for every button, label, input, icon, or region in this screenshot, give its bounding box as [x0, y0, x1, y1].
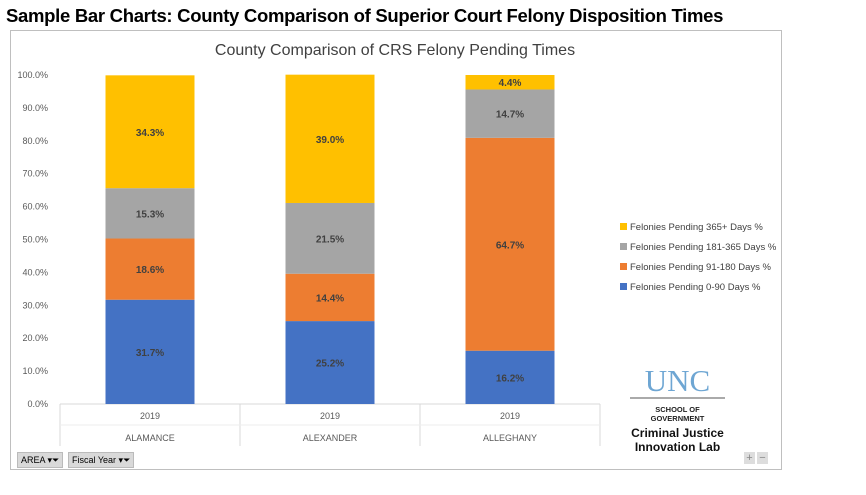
- zoom-out-button[interactable]: −: [757, 452, 768, 464]
- zoom-in-button[interactable]: +: [744, 452, 755, 464]
- data-label: 14.4%: [316, 293, 344, 304]
- y-tick-label: 50.0%: [22, 235, 48, 245]
- x-subcategory-label: 2019: [500, 411, 520, 421]
- y-tick-label: 30.0%: [22, 300, 48, 310]
- chart-plot: 0.0% 10.0% 20.0% 30.0% 40.0% 50.0% 60.0% 70.0% 8…: [17, 70, 601, 446]
- bar-segment: [465, 89, 555, 138]
- data-label: 39.0%: [316, 135, 344, 146]
- y-tick-label: 0.0%: [27, 399, 48, 409]
- legend-item: Felonies Pending 365+ Days %: [620, 222, 763, 233]
- page-title: Sample Bar Charts: County Comparison of …: [6, 5, 724, 26]
- area-label: AREA: [21, 455, 46, 465]
- y-tick-label: 40.0%: [22, 267, 48, 277]
- filter-icon: ▾⏷: [47, 455, 60, 465]
- fiscal-year-filter-button[interactable]: Fiscal Year ▾⏷: [68, 452, 135, 468]
- logo-government: GOVERNMENT: [650, 414, 705, 423]
- bar-segment: [465, 350, 555, 404]
- legend-label: Felonies Pending 365+ Days %: [630, 222, 763, 233]
- x-subcategory-label: 2019: [320, 411, 340, 421]
- bar-segment: [105, 299, 195, 404]
- x-category-label: ALAMANCE: [125, 433, 175, 443]
- chart-frame: [10, 30, 782, 470]
- legend-label: Felonies Pending 181-365 Days %: [630, 242, 777, 253]
- x-subcategory-label: 2019: [140, 411, 160, 421]
- data-label: 25.2%: [316, 359, 344, 370]
- bar-segment: [285, 321, 375, 404]
- y-tick-label: 10.0%: [22, 366, 48, 376]
- data-label: 64.7%: [496, 240, 524, 251]
- data-label: 14.7%: [496, 110, 524, 121]
- legend-label: Felonies Pending 0-90 Days %: [630, 282, 761, 293]
- filter-icon: ▾⏷: [118, 455, 131, 465]
- x-category-label: ALLEGHANY: [483, 433, 537, 443]
- unc-logo: UNC SCHOOL OF GOVERNMENT Criminal Justic…: [630, 365, 725, 454]
- x-category-label: ALEXANDER: [303, 433, 358, 443]
- legend-item: Felonies Pending 91-180 Days %: [620, 262, 771, 273]
- y-tick-label: 90.0%: [22, 103, 48, 113]
- data-label: 34.3%: [136, 128, 164, 139]
- legend-swatch: [620, 223, 627, 230]
- legend-swatch: [620, 243, 627, 250]
- bar-segment: [285, 202, 375, 274]
- y-tick-label: 80.0%: [22, 136, 48, 146]
- legend-swatch: [620, 263, 627, 270]
- fiscal-year-label: Fiscal Year: [72, 455, 117, 465]
- logo-school: SCHOOL OF: [655, 405, 700, 414]
- legend-swatch: [620, 283, 627, 290]
- legend-item: Felonies Pending 181-365 Days %: [620, 242, 776, 253]
- y-tick-label: 100.0%: [17, 70, 48, 80]
- data-label: 31.7%: [136, 348, 164, 359]
- legend-label: Felonies Pending 91-180 Days %: [630, 262, 772, 273]
- y-tick-label: 60.0%: [22, 202, 48, 212]
- data-label: 18.6%: [136, 265, 164, 276]
- logo-lab-line1: Criminal Justice: [631, 426, 724, 440]
- data-label: 16.2%: [496, 373, 524, 384]
- logo-lab-line2: Innovation Lab: [634, 440, 721, 454]
- area-filter-button[interactable]: AREA ▾⏷: [17, 452, 64, 468]
- legend-item: Felonies Pending 0-90 Days %: [620, 282, 760, 293]
- data-label: 21.5%: [316, 234, 344, 245]
- unc-wordmark: UNC: [630, 365, 725, 399]
- bar-segment: [465, 75, 555, 90]
- bar-segment: [105, 238, 195, 300]
- chart-title: County Comparison of CRS Felony Pending …: [214, 42, 576, 59]
- y-tick-label: 70.0%: [22, 169, 48, 179]
- y-tick-label: 20.0%: [22, 333, 48, 343]
- bar-segment: [285, 74, 375, 203]
- bar-segment: [465, 137, 555, 351]
- data-label: 4.4%: [499, 78, 522, 89]
- data-label: 15.3%: [136, 209, 164, 220]
- bar-segment: [285, 273, 375, 322]
- bar-segment: [105, 75, 195, 189]
- bar-segment: [105, 188, 195, 239]
